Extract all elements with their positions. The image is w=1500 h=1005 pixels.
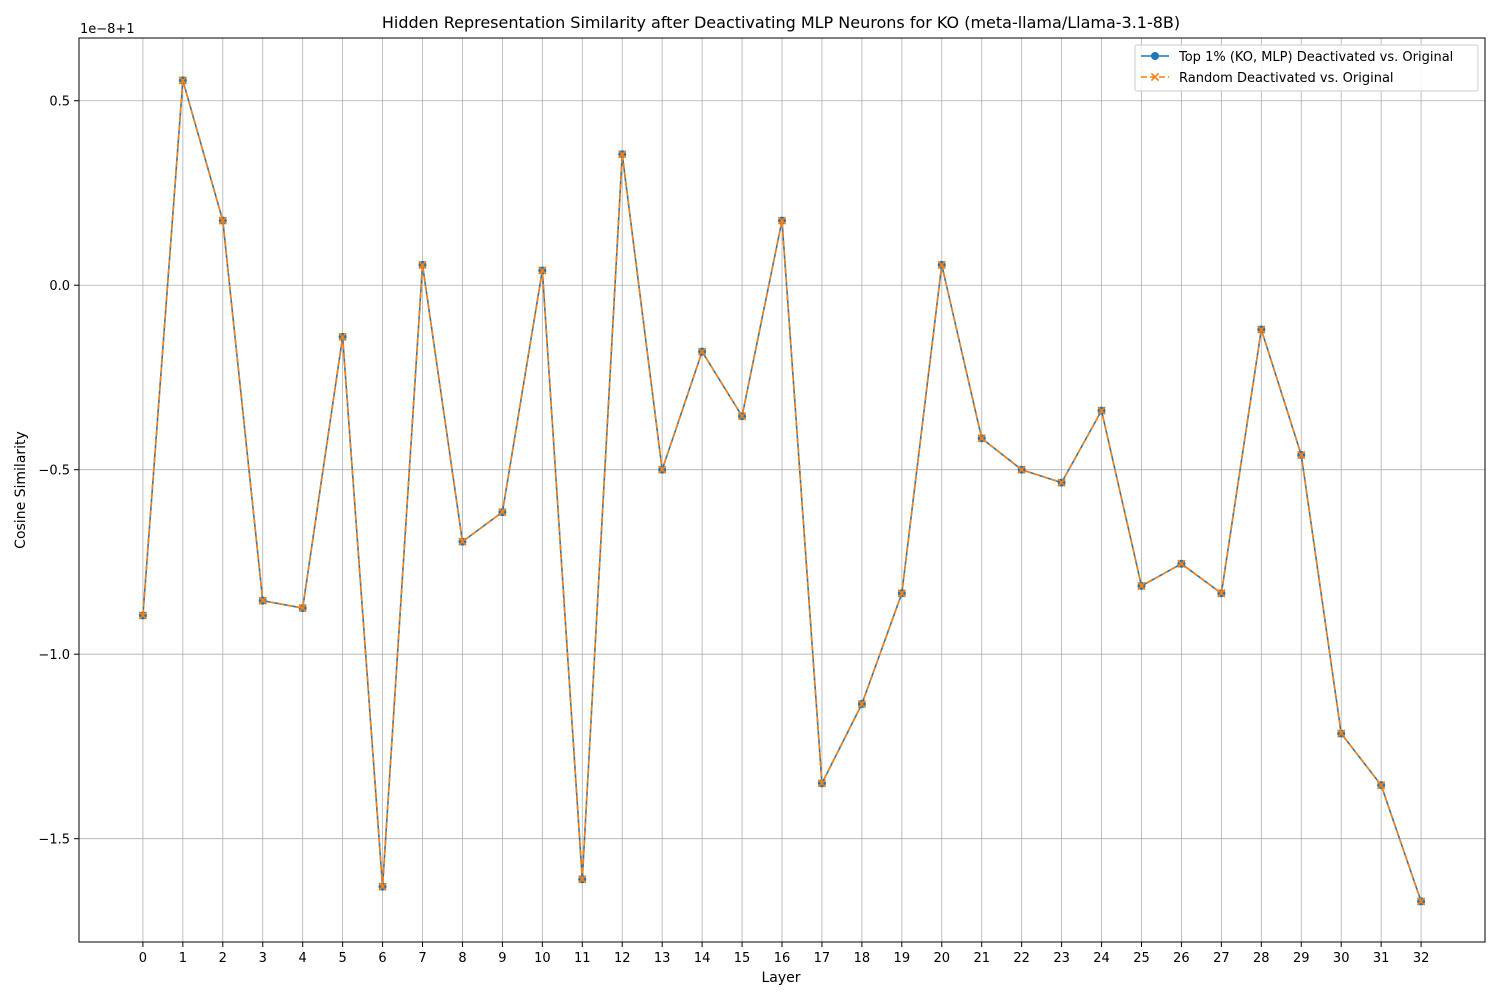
data-point	[1137, 581, 1146, 591]
x-tick-label: 14	[694, 951, 711, 966]
legend-item: Random Deactivated vs. Original	[1141, 71, 1394, 86]
data-point	[618, 150, 627, 159]
x-tick-label: 30	[1333, 951, 1350, 966]
x-tick-label: 1	[179, 951, 187, 966]
legend-item: Top 1% (KO, MLP) Deactivated vs. Origina…	[1141, 50, 1453, 65]
data-point	[498, 507, 507, 517]
x-tick-label: 16	[774, 951, 791, 966]
series-2	[138, 76, 1426, 906]
x-tick-label: 24	[1093, 951, 1110, 966]
y-axis-label: Cosine Similarity	[13, 431, 29, 549]
series-group	[138, 76, 1426, 906]
ticks: 0 1 2 3 4 5 6 7 8 9 10 11 12 13 14 15 16 17 18 19 20 21 22 23 24…	[38, 95, 1429, 966]
data-point	[697, 347, 707, 356]
chart-title: Hidden Representation Similarity after D…	[382, 13, 1180, 32]
data-point	[1257, 325, 1266, 334]
x-tick-label: 6	[378, 951, 386, 966]
data-point	[737, 412, 747, 421]
x-tick-label: 5	[338, 951, 346, 966]
data-point	[1097, 406, 1106, 415]
data-point	[418, 260, 427, 270]
x-axis-label: Layer	[761, 970, 800, 986]
data-point	[378, 882, 387, 891]
data-point	[1177, 559, 1186, 568]
data-point	[138, 611, 148, 620]
x-tick-label: 7	[418, 951, 426, 966]
y-tick-label: 0.5	[49, 95, 70, 110]
x-tick-label: 10	[534, 951, 551, 966]
x-tick-label: 9	[498, 951, 506, 966]
data-point	[218, 216, 227, 225]
x-tick-label: 26	[1173, 951, 1190, 966]
data-point	[937, 260, 946, 270]
y-offset-label: 1e−8+1	[80, 22, 135, 37]
legend-marker	[1150, 72, 1160, 82]
legend: Top 1% (KO, MLP) Deactivated vs. Origina…	[1134, 44, 1479, 92]
data-point	[1297, 450, 1306, 460]
x-tick-label: 29	[1293, 951, 1310, 966]
x-tick-label: 8	[458, 951, 466, 966]
data-point	[1376, 781, 1386, 790]
x-tick-label: 19	[894, 951, 911, 966]
data-point	[578, 875, 587, 884]
data-point	[258, 596, 267, 605]
data-point	[298, 603, 307, 613]
x-tick-label: 32	[1413, 951, 1430, 966]
x-tick-label: 22	[1013, 951, 1030, 966]
data-point	[857, 699, 867, 709]
legend-label: Top 1% (KO, MLP) Deactivated vs. Origina…	[1178, 50, 1453, 65]
x-tick-label: 3	[259, 951, 267, 966]
data-point	[817, 779, 827, 788]
legend-box	[1134, 44, 1479, 92]
y-tick-label: −1.0	[38, 648, 70, 663]
x-tick-label: 15	[734, 951, 751, 966]
data-point	[538, 266, 547, 275]
data-point	[1337, 729, 1346, 738]
data-point	[977, 434, 986, 443]
data-point	[338, 332, 347, 342]
x-tick-label: 28	[1253, 951, 1270, 966]
data-point	[1057, 478, 1066, 487]
x-tick-label: 31	[1373, 951, 1390, 966]
x-tick-label: 0	[139, 951, 147, 966]
data-point	[897, 589, 906, 598]
y-tick-label: −1.5	[38, 833, 70, 848]
x-tick-label: 27	[1213, 951, 1230, 966]
x-tick-label: 21	[973, 951, 990, 966]
x-tick-label: 2	[219, 951, 227, 966]
data-point	[1217, 589, 1226, 598]
data-point	[1017, 465, 1026, 474]
y-tick-label: −0.5	[38, 464, 70, 479]
y-tick-label: 0.0	[49, 279, 70, 294]
legend-marker	[1151, 52, 1159, 60]
x-tick-label: 11	[574, 951, 591, 966]
data-point	[658, 465, 667, 474]
x-tick-label: 20	[933, 951, 950, 966]
x-tick-label: 25	[1133, 951, 1150, 966]
x-tick-label: 4	[299, 951, 307, 966]
data-point	[178, 76, 188, 85]
data-point	[458, 537, 467, 546]
x-tick-label: 13	[654, 951, 671, 966]
x-tick-label: 12	[614, 951, 631, 966]
x-tick-label: 23	[1053, 951, 1070, 966]
grid	[79, 38, 1485, 942]
data-point	[777, 216, 787, 225]
data-point	[1416, 897, 1426, 906]
x-tick-label: 17	[814, 951, 831, 966]
x-tick-label: 18	[854, 951, 871, 966]
legend-label: Random Deactivated vs. Original	[1179, 71, 1394, 86]
series-line	[142, 79, 1422, 902]
